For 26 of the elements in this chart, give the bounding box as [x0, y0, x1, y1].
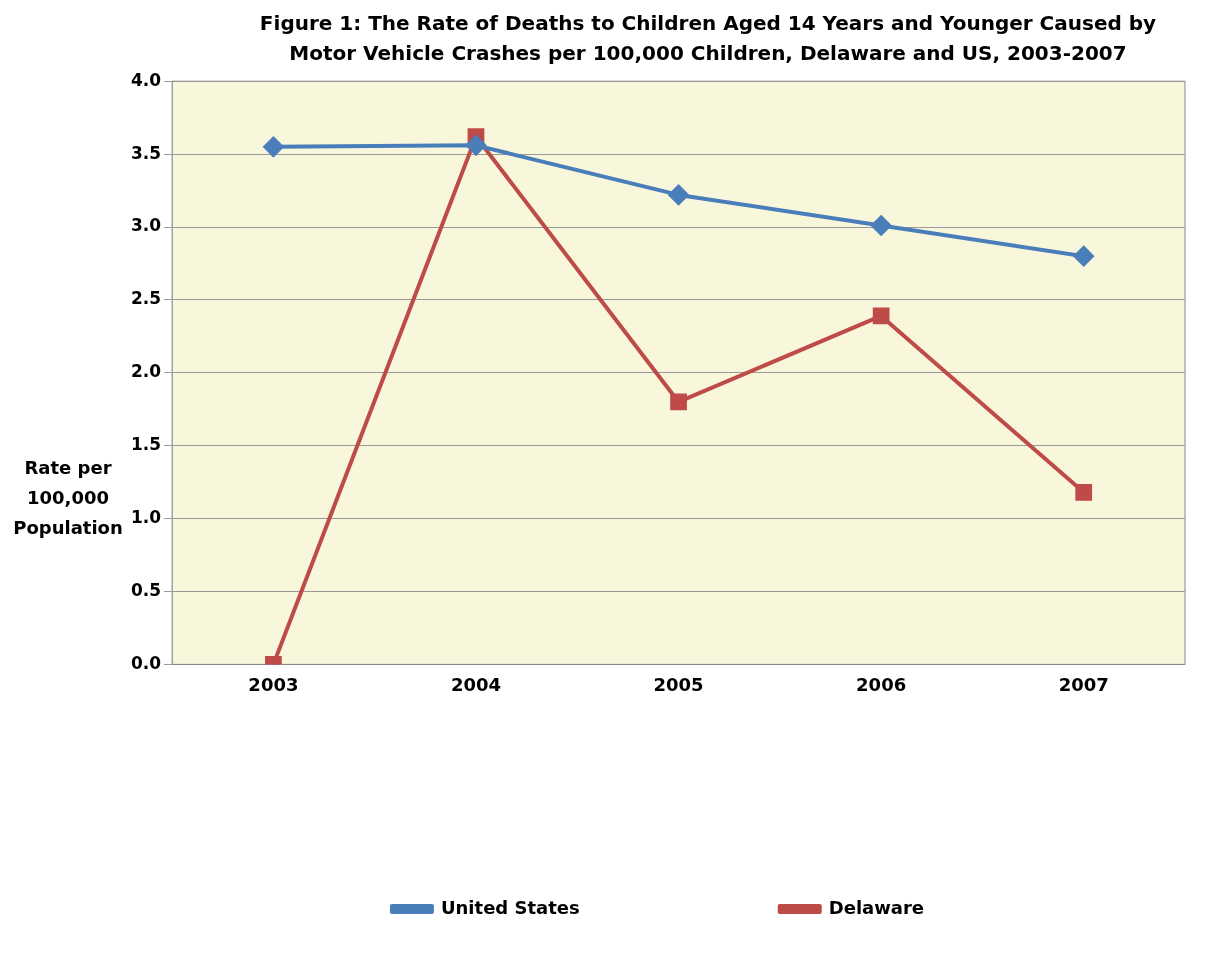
- point: [670, 393, 687, 411]
- point: [872, 307, 890, 325]
- point: [1075, 483, 1093, 501]
- x-tick-label: 2003: [248, 673, 299, 695]
- point: [263, 136, 284, 157]
- x-tick-label: 2004: [450, 673, 502, 695]
- y-tick-label: 1.5: [130, 434, 162, 455]
- y-tick-label: 2.0: [130, 361, 162, 382]
- chart-title: Figure 1: The Rate of Deaths to Children Aged 14 Years and Younger Caused by Motor Vehicle Crashes per 100,000 Children, Delaware and US, 2003-2007: [258, 10, 1158, 67]
- y-tick-label: 0.0: [130, 652, 162, 673]
- legend-label: United States: [440, 896, 580, 918]
- point: [465, 135, 486, 156]
- point: [668, 184, 689, 205]
- point: [871, 215, 892, 236]
- point: [1073, 246, 1094, 267]
- y-axis-title: Rate per 100,000 Population: [12, 456, 124, 540]
- y-tick-label: 0.5: [130, 579, 162, 600]
- x-tick-label: 2006: [856, 673, 907, 695]
- y-tick-label: 2.5: [130, 288, 162, 309]
- x-tick-label: 2005: [653, 673, 704, 695]
- y-tick-label: 3.0: [130, 215, 162, 236]
- x-tick-label: 2007: [1058, 673, 1109, 695]
- y-tick-label: 3.5: [130, 142, 162, 163]
- legend-label: Delaware: [828, 896, 925, 918]
- y-tick-label: 1.0: [130, 507, 162, 528]
- y-tick-label: 4.0: [130, 69, 162, 90]
